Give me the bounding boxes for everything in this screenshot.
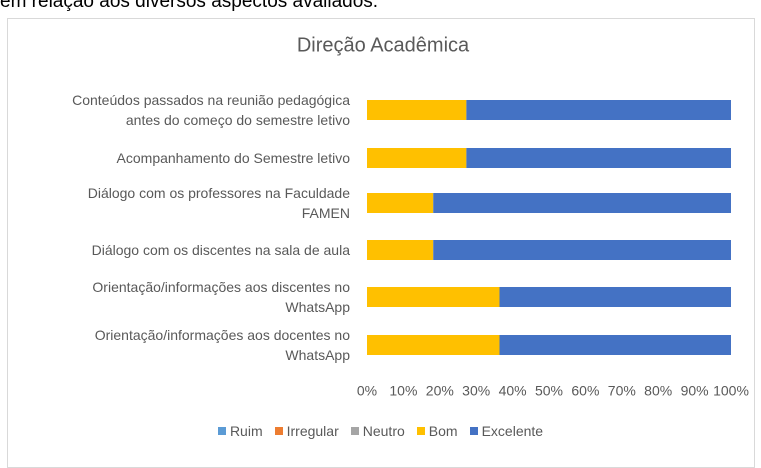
bar-segment xyxy=(466,100,731,120)
legend-item: Neutro xyxy=(350,423,405,439)
legend-swatch xyxy=(416,427,425,435)
legend-label: Neutro xyxy=(362,423,405,439)
category-label: Diálogo com os professores na Faculdade … xyxy=(87,185,350,221)
x-tick-label: 50% xyxy=(535,383,563,399)
legend-label: Irregular xyxy=(286,423,339,439)
bar-segment xyxy=(466,148,731,168)
legend-swatch xyxy=(469,427,478,435)
legend-item: Excelente xyxy=(469,423,544,439)
bar-segment xyxy=(433,240,731,260)
legend: Ruim Irregular Neutro Bom Excelente xyxy=(0,423,761,439)
x-tick-label: 90% xyxy=(681,383,709,399)
bar-segment xyxy=(367,335,500,355)
x-tick-label: 80% xyxy=(644,383,672,399)
x-tick-label: 30% xyxy=(462,383,490,399)
category-label: Orientação/informações aos discentes no … xyxy=(92,279,350,315)
bar-segment xyxy=(367,148,467,168)
legend-swatch xyxy=(274,427,283,435)
bar-segment xyxy=(499,287,731,307)
x-tick-label: 10% xyxy=(389,383,417,399)
x-tick-label: 60% xyxy=(571,383,599,399)
legend-item: Bom xyxy=(416,423,458,439)
x-tick-label: 0% xyxy=(357,383,377,399)
legend-label: Excelente xyxy=(481,423,544,439)
bar-segment xyxy=(367,100,467,120)
bar-segment xyxy=(367,240,434,260)
category-label: Diálogo com os discentes na sala de aula xyxy=(91,242,350,258)
x-tick-label: 40% xyxy=(499,383,527,399)
x-tick-label: 100% xyxy=(713,383,749,399)
category-label: Orientação/informações aos docentes no W… xyxy=(94,327,350,363)
chart: Direção Acadêmica 0% 10% 20% 30% 40% 50% 60% 70… xyxy=(297,34,749,399)
legend-item: Ruim xyxy=(217,423,263,439)
legend-label: Ruim xyxy=(229,423,263,439)
legend-item: Irregular xyxy=(274,423,339,439)
caption: em relação aos diversos aspectos avaliad… xyxy=(0,0,379,12)
chart-title: Direção Acadêmica xyxy=(297,34,470,56)
bar-segment xyxy=(499,335,731,355)
legend-swatch xyxy=(217,427,226,435)
legend-label: Bom xyxy=(428,423,458,439)
category-label: Conteúdos passados na reunião pedagógica… xyxy=(72,92,350,128)
legend-swatch xyxy=(350,427,359,435)
x-tick-label: 20% xyxy=(426,383,454,399)
bar-segment xyxy=(433,193,731,213)
bar-segment xyxy=(367,193,434,213)
x-tick-label: 70% xyxy=(608,383,636,399)
category-label: Acompanhamento do Semestre letivo xyxy=(116,150,350,166)
bar-segment xyxy=(367,287,500,307)
